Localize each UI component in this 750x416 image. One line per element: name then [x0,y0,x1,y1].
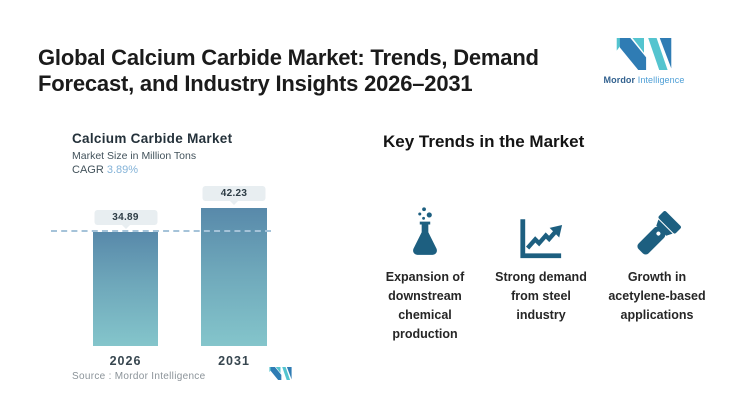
trend-label: Expansion of downstream chemical product… [385,270,465,341]
source-row: Source : Mordor Intelligence [72,367,292,385]
mordor-intelligence-mini-logo-icon [269,367,292,385]
brand-logo: Mordor Intelligence [603,38,685,85]
trend-item-chemical-production: Expansion of downstream chemical product… [367,200,483,344]
brand-logo-text: Mordor Intelligence [603,75,685,85]
reference-dashed-line [51,230,271,232]
x-tick-2031: 2031 [218,354,250,368]
value-label-pointer [120,224,131,229]
bar-chart: 34.89 2026 42.23 2031 [51,166,292,368]
page-title-line1: Global Calcium Carbide Market: Trends, D… [38,44,539,70]
mordor-intelligence-logo-icon [603,38,685,70]
trend-item-steel-demand: Strong demand from steel industry [483,200,599,344]
cagr-value: 3.89% [106,164,139,176]
bar-2031 [201,208,267,346]
x-tick-2026: 2026 [109,354,142,368]
trend-label: Strong demand from steel industry [495,270,587,322]
page-title-line2: Forecast, and Industry Insights 2026–203… [38,70,473,96]
flashlight-icon [632,200,682,260]
value-label-pointer [229,200,239,205]
brand-name-bold: Mordor [603,75,636,85]
page-title: Global Calcium Carbide Market: Trends, D… [38,45,598,97]
source-attribution: Source : Mordor Intelligence [72,370,206,382]
trend-label: Growth in acetylene-based applications [608,270,706,322]
brand-name-light: Intelligence [637,75,685,85]
chart-cagr: CAGR 3.89% [72,164,138,176]
bar-2026 [93,232,158,346]
trends-row: Expansion of downstream chemical product… [367,200,717,344]
cagr-label: CAGR [72,164,104,176]
value-label-2031: 42.23 [202,186,266,201]
chart-title: Calcium Carbide Market [72,131,233,146]
flask-icon [406,200,444,260]
growth-chart-icon [518,200,564,260]
chart-subtitle: Market Size in Million Tons [72,150,197,162]
bar-group-2026: 34.89 2026 [93,166,158,368]
trends-heading: Key Trends in the Market [383,132,585,152]
value-label-2026: 34.89 [94,210,157,225]
bar-group-2031: 42.23 2031 [201,166,267,368]
trend-item-acetylene-applications: Growth in acetylene-based applications [599,200,715,344]
